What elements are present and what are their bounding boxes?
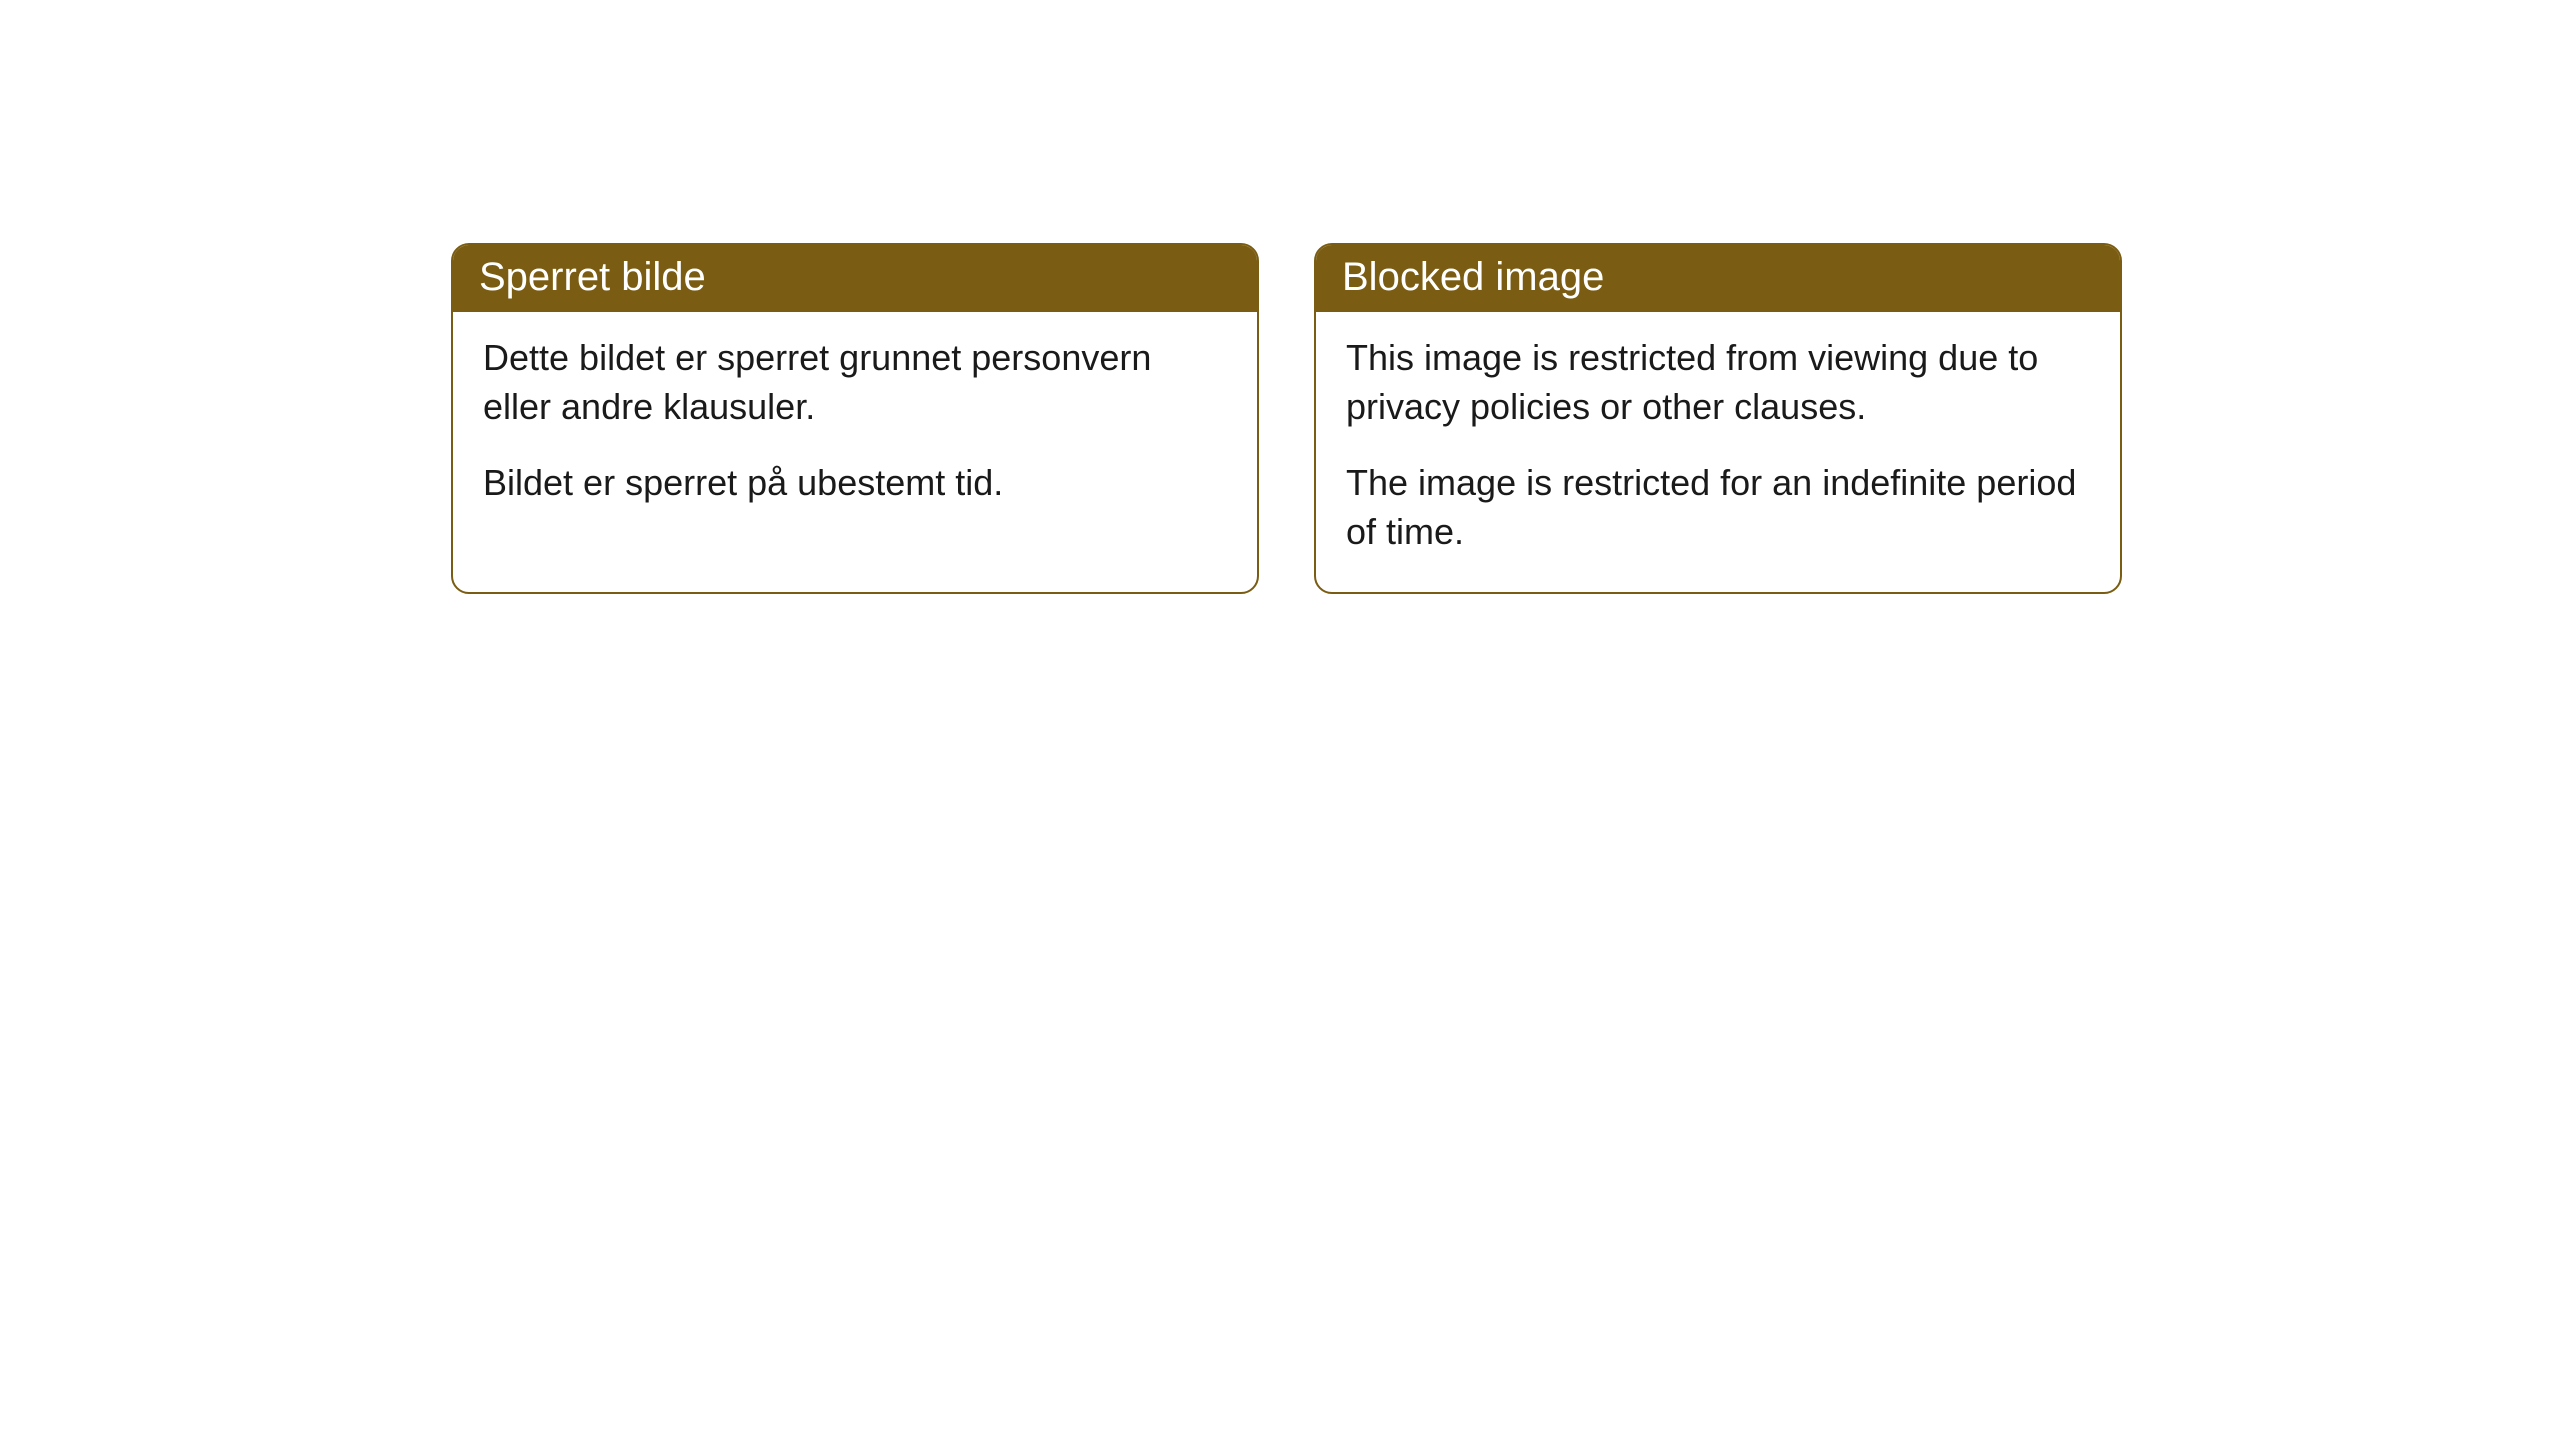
card-header-norwegian: Sperret bilde (453, 245, 1257, 312)
card-paragraph: Dette bildet er sperret grunnet personve… (483, 334, 1227, 431)
card-paragraph: The image is restricted for an indefinit… (1346, 459, 2090, 556)
card-title: Blocked image (1342, 255, 1604, 299)
card-header-english: Blocked image (1316, 245, 2120, 312)
card-body-english: This image is restricted from viewing du… (1316, 312, 2120, 592)
card-paragraph: This image is restricted from viewing du… (1346, 334, 2090, 431)
notice-card-norwegian: Sperret bilde Dette bildet er sperret gr… (451, 243, 1259, 594)
card-body-norwegian: Dette bildet er sperret grunnet personve… (453, 312, 1257, 544)
notice-cards-container: Sperret bilde Dette bildet er sperret gr… (0, 0, 2560, 594)
card-title: Sperret bilde (479, 255, 706, 299)
card-paragraph: Bildet er sperret på ubestemt tid. (483, 459, 1227, 508)
notice-card-english: Blocked image This image is restricted f… (1314, 243, 2122, 594)
